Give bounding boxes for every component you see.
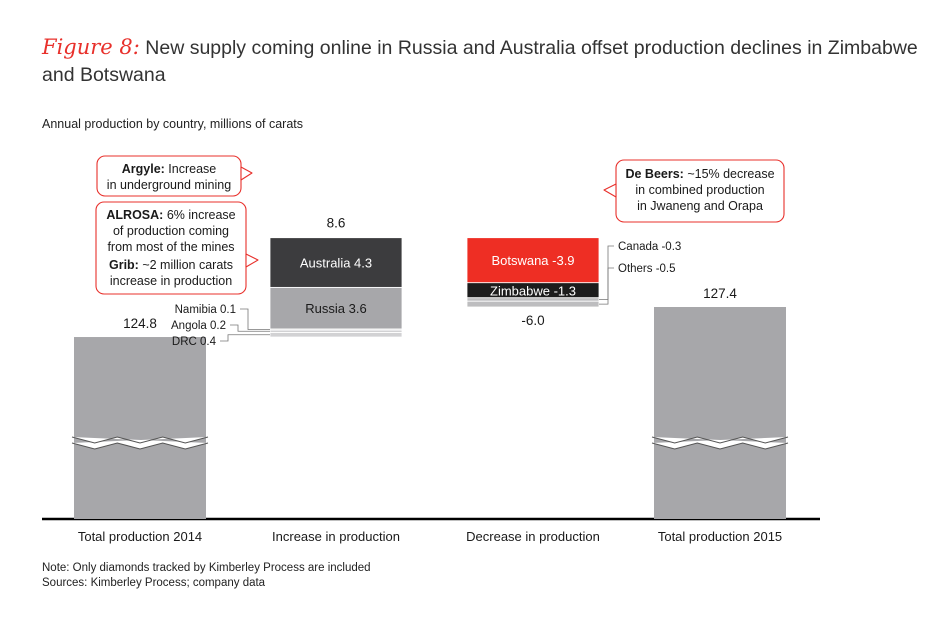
alrosa-callout-pointer [245,253,259,268]
decrease-total-label: -6.0 [521,313,544,328]
leader-canada [599,245,614,300]
axis-break-line-bottom [651,442,789,450]
chart-subtitle: Annual production by country, millions o… [42,117,304,131]
zimbabwe-label: Zimbabwe -1.3 [490,283,576,298]
alrosa-callout-text: from most of the mines [107,240,234,254]
leader-drc [220,334,270,342]
alrosa-callout-text: Grib: ~2 million carats [109,258,233,272]
label-others: Others -0.5 [618,263,676,275]
chart-note: Note: Only diamonds tracked by Kimberley… [42,562,371,574]
label-namibia: Namibia 0.1 [175,304,236,316]
axis-break-line-bottom [71,442,209,450]
decrease-segment-others [466,300,600,308]
leader-others [599,267,614,305]
increase-segment-australia [269,237,403,288]
category-label: Increase in production [272,529,400,544]
australia-label: Australia 4.3 [300,256,372,271]
argyle-callout-pointer [240,166,253,181]
alrosa-callout-bold: Grib: [109,258,142,272]
axis-break-line-top [651,436,789,444]
increase-segment-russia [269,286,403,330]
leader-angola [230,324,270,332]
argyle-callout-text: in underground mining [107,178,231,192]
axis-break-line-top [71,436,209,444]
alrosa-callout-line: of production coming [113,224,229,238]
debeers-callout-line: in combined production [635,183,764,197]
debeers-callout-text: in combined production [635,183,764,197]
alrosa-callout-text: ALROSA: 6% increase [106,208,235,222]
increase-segment-drc [269,332,403,338]
debeers-callout-line: ~15% decrease [687,167,774,181]
botswana-label: Botswana -3.9 [491,253,574,268]
decrease-segment-botswana [466,237,600,284]
alrosa-callout-line: 6% increase [167,208,236,222]
total-2014-bar [74,337,206,519]
alrosa-callout-bold: ALROSA: [106,208,166,222]
category-label: Decrease in production [466,529,600,544]
alrosa-callout-line: ~2 million carats [142,258,233,272]
argyle-callout-text: Argyle: Increase [122,162,217,176]
argyle-callout-line: Increase [168,162,216,176]
alrosa-callout-line: from most of the mines [107,240,234,254]
label-drc: DRC 0.4 [172,336,217,348]
increase-total-label: 8.6 [327,216,346,231]
alrosa-callout-line: increase in production [110,274,232,288]
figure-title: New supply coming online in Russia and A… [42,37,918,86]
total-value-label: 124.8 [123,316,157,331]
total-2015-bar [654,307,786,519]
debeers-callout-text: in Jwaneng and Orapa [637,199,763,213]
alrosa-callout-box [95,201,247,295]
debeers-callout-pointer [603,183,617,198]
label-canada: Canada -0.3 [618,241,681,253]
total-value-label: 127.4 [703,286,737,301]
russia-label: Russia 3.6 [305,301,366,316]
chart-title: Figure 8: New supply coming online in Ru… [42,34,922,89]
argyle-callout-line: in underground mining [107,178,231,192]
debeers-callout-bold: De Beers: [625,167,687,181]
alrosa-callout-text: of production coming [113,224,229,238]
debeers-callout-text: De Beers: ~15% decrease [625,167,774,181]
debeers-callout-line: in Jwaneng and Orapa [637,199,763,213]
decrease-segment-canada [466,297,600,302]
category-label: Total production 2014 [78,529,202,544]
argyle-callout-bold: Argyle: [122,162,169,176]
chart-sources: Sources: Kimberley Process; company data [42,577,266,589]
leader-namibia [240,308,270,330]
label-angola: Angola 0.2 [171,320,226,332]
category-label: Total production 2015 [658,529,782,544]
figure-label: Figure 8: [42,35,140,59]
alrosa-callout-text: increase in production [110,274,232,288]
